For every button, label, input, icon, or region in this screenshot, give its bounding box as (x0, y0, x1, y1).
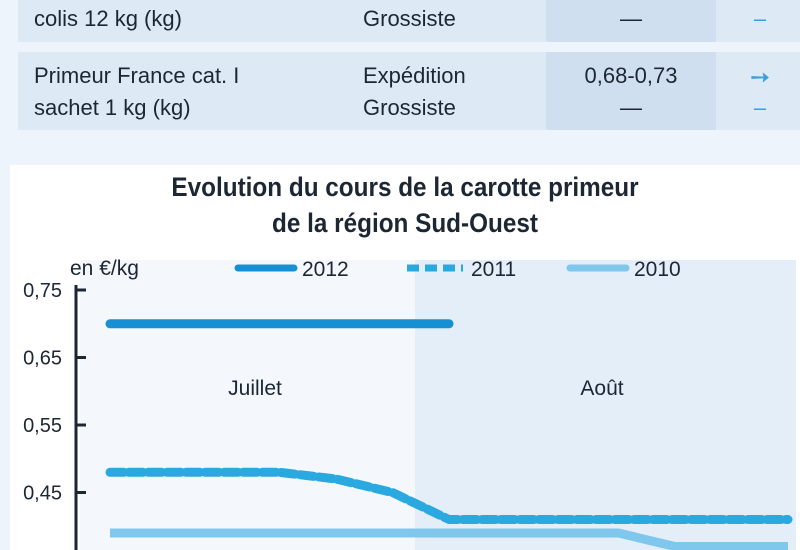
chart-title: Evolution du cours de la carotte primeur (171, 172, 639, 202)
series-line-2011 (105, 467, 793, 524)
price-cell: — (620, 6, 642, 31)
table-row: colis 12 kg (kg) Grossiste — – (18, 0, 800, 42)
period-label: Juillet (228, 377, 282, 400)
table-row: Primeur France cat. I sachet 1 kg (kg) E… (18, 52, 800, 130)
price-column-bg (546, 0, 716, 42)
market-cell: Grossiste (363, 6, 456, 31)
product-cell: sachet 1 kg (kg) (34, 95, 191, 120)
price-table: colis 12 kg (kg) Grossiste — – Primeur F… (18, 0, 800, 130)
y-tick-label: 0,65 (23, 348, 62, 370)
legend-label: 2012 (302, 258, 349, 281)
price-cell: — (620, 95, 642, 120)
y-tick-label: 0,55 (23, 415, 62, 437)
period-label: Août (580, 377, 623, 400)
y-axis-label: en €/kg (70, 257, 139, 280)
price-column-bg (546, 52, 716, 130)
price-cell: 0,68-0,73 (584, 63, 678, 88)
chart-title: de la région Sud-Ouest (271, 208, 538, 238)
arrow-right-icon: ➙ (749, 64, 771, 91)
legend-label: 2011 (471, 258, 516, 281)
legend-label: 2010 (634, 258, 681, 281)
y-tick-label: 0,45 (23, 483, 62, 505)
y-tick-label: 0,75 (23, 280, 62, 302)
period-panel-august (415, 260, 796, 550)
chart-panel: Evolution du cours de la carotte primeur… (10, 165, 800, 550)
trend-icon: – (753, 95, 767, 120)
market-cell: Grossiste (363, 95, 456, 120)
product-cell: colis 12 kg (kg) (34, 6, 182, 31)
market-cell: Expédition (363, 63, 466, 88)
trend-icon: – (753, 6, 767, 31)
period-panel-july (80, 260, 415, 550)
product-cell: Primeur France cat. I (34, 63, 240, 88)
series-line-2010 (110, 528, 788, 550)
